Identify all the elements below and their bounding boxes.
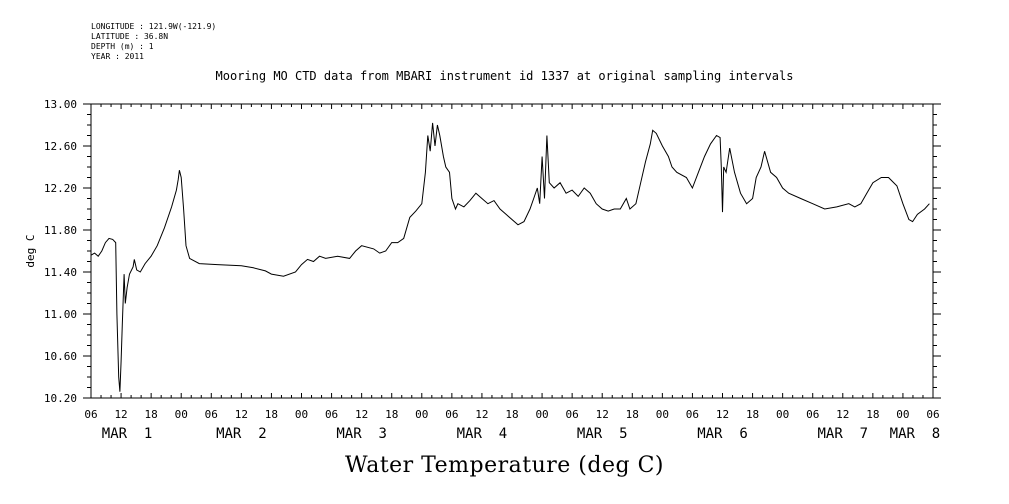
x-day-label: MAR 3 (336, 426, 387, 442)
x-hour-label: 12 (836, 408, 849, 421)
depth-line: DEPTH (m) : 1 (91, 42, 154, 51)
x-day-label: MAR 6 (697, 426, 748, 442)
plot-frame (90, 103, 934, 399)
x-hour-label: 06 (926, 408, 939, 421)
x-day-label: MAR 1 (102, 426, 153, 442)
x-hour-label: 18 (866, 408, 879, 421)
x-hour-label: 12 (716, 408, 729, 421)
chart-title: Mooring MO CTD data from MBARI instrumen… (215, 69, 794, 83)
x-day-label: MAR 4 (457, 426, 508, 442)
x-hour-label: 06 (84, 408, 97, 421)
y-tick-label: 11.00 (44, 308, 77, 321)
year-line: YEAR : 2011 (91, 52, 144, 61)
y-tick-label: 10.20 (44, 392, 77, 405)
x-hour-label: 00 (415, 408, 428, 421)
x-day-label: MAR 5 (577, 426, 628, 442)
x-hour-label: 06 (445, 408, 458, 421)
x-hour-label: 12 (114, 408, 127, 421)
longitude-line: LONGITUDE : 121.9W(-121.9) (91, 22, 217, 31)
x-hour-label: 00 (776, 408, 789, 421)
water-temperature-line (90, 122, 930, 392)
x-day-label: MAR 8 (890, 426, 941, 442)
header-meta: LONGITUDE : 121.9W(-121.9) LATITUDE : 36… (91, 22, 216, 62)
y-axis-label: deg C (24, 234, 37, 267)
x-hour-label: 12 (235, 408, 248, 421)
x-hour-label: 06 (325, 408, 338, 421)
x-hour-label: 06 (566, 408, 579, 421)
y-tick-label: 10.60 (44, 350, 77, 363)
x-hour-label: 12 (355, 408, 368, 421)
y-tick-label: 11.40 (44, 266, 77, 279)
x-hour-label: 06 (686, 408, 699, 421)
x-hour-label: 00 (896, 408, 909, 421)
x-hour-label: 12 (475, 408, 488, 421)
x-hour-label: 00 (656, 408, 669, 421)
x-hour-label: 18 (145, 408, 158, 421)
x-hour-label: 00 (175, 408, 188, 421)
y-tick-label: 12.20 (44, 182, 77, 195)
x-hour-label: 18 (505, 408, 518, 421)
x-day-label: MAR 7 (817, 426, 868, 442)
x-hour-label: 06 (205, 408, 218, 421)
y-tick-label: 12.60 (44, 140, 77, 153)
x-hour-label: 06 (806, 408, 819, 421)
y-tick-label: 13.00 (44, 98, 77, 111)
x-hour-label: 18 (626, 408, 639, 421)
y-tick-label: 11.80 (44, 224, 77, 237)
x-hour-label: 00 (295, 408, 308, 421)
x-hour-label: 18 (746, 408, 759, 421)
x-hour-label: 18 (265, 408, 278, 421)
x-day-label: MAR 2 (216, 426, 267, 442)
x-hour-label: 12 (596, 408, 609, 421)
x-hour-label: 00 (535, 408, 548, 421)
chart-footer-title: Water Temperature (deg C) (345, 453, 664, 478)
x-hour-label: 18 (385, 408, 398, 421)
latitude-line: LATITUDE : 36.8N (91, 32, 169, 41)
